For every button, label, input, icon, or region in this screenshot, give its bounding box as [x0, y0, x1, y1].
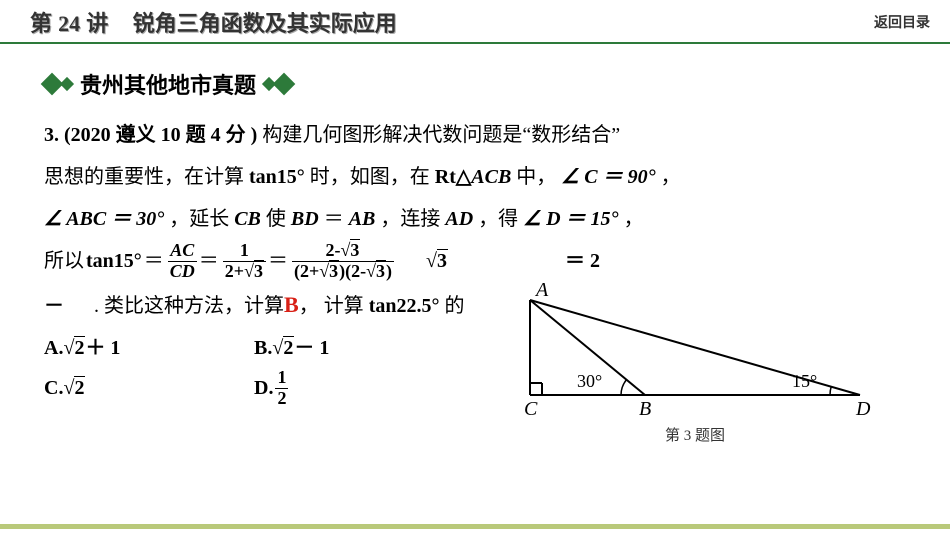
sqrt2: 2 — [272, 328, 294, 368]
svg-text:D: D — [855, 398, 871, 415]
lecture-title: 第 24 讲 锐角三角函数及其实际应用 — [30, 6, 397, 38]
frac-den: 2+3 — [223, 261, 266, 282]
acb: ACB — [471, 166, 511, 188]
ab: AB — [349, 208, 376, 230]
angle-c: ∠ C ＝ 90° — [561, 166, 655, 188]
lecture-suffix: 讲 — [86, 11, 108, 36]
frac-num: 1 — [238, 241, 251, 261]
text: 思想的重要性，在计算 — [44, 166, 244, 188]
question-line-3: ∠ ABC ＝ 30° ，延长 CB 使 BD ＝ AB ，连接 AD ，得 ∠… — [44, 198, 920, 240]
svg-text:B: B — [639, 398, 651, 415]
rt-triangle: Rt△ — [435, 166, 471, 188]
option-label: A. — [44, 328, 63, 368]
comma: ， — [624, 208, 644, 230]
text: 时，如图，在 — [310, 166, 430, 188]
text: 所以 — [44, 240, 84, 282]
text: 中， — [516, 166, 556, 188]
question-line-1: 3. (2020 遵义 10 题 4 分 ) 构建几何图形解决代数问题是“数形结… — [44, 114, 920, 156]
frac-den: CD — [168, 261, 197, 282]
fraction-half: 1 2 — [275, 368, 288, 409]
text: ，连接 — [380, 208, 440, 230]
eq: ＝ — [144, 240, 164, 282]
question-source: (2020 遵义 10 题 4 分 ) — [64, 124, 257, 146]
frac-num: AC — [168, 241, 196, 261]
ad: AD — [445, 208, 473, 230]
sqrt2: 2 — [63, 368, 85, 408]
frac-den: (2+3)(2-3) — [292, 261, 394, 282]
page-header: 第 24 讲 锐角三角函数及其实际应用 返回目录 — [0, 0, 950, 44]
option-label: D. — [254, 368, 273, 408]
svg-text:A: A — [534, 279, 549, 301]
fraction-2: 1 2+3 — [223, 241, 266, 282]
cb: CB — [234, 208, 261, 230]
frac-num: 2-3 — [324, 241, 363, 261]
text: 计算 — [324, 295, 364, 317]
footer-decoration — [0, 523, 950, 529]
diamond-icon — [60, 77, 74, 91]
figure-caption: 第 3 题图 — [510, 424, 880, 445]
frac-den: 2 — [275, 388, 288, 409]
lecture-topic: 锐角三角函数及其实际应用 — [133, 11, 397, 36]
section-title: 贵州其他地市真题 — [80, 68, 256, 100]
angle-d: ∠ D ＝ 15° — [523, 208, 618, 230]
eq: ＝ — [324, 208, 344, 230]
text: 构建几何图形解决代数问题是“数形结合” — [262, 124, 620, 146]
tan225: tan22.5° — [369, 295, 440, 317]
angle-abc: ∠ ABC ＝ 30° — [44, 208, 164, 230]
lecture-number: 24 — [58, 11, 80, 36]
text: 使 — [266, 208, 286, 230]
answer-options: A. 2 ＋ 1 B. 2 － 1 C. 2 D. 1 2 — [44, 328, 474, 409]
option-suffix: － 1 — [294, 328, 329, 368]
sqrt2: 2 — [63, 328, 85, 368]
option-label: C. — [44, 368, 63, 408]
option-a[interactable]: A. 2 ＋ 1 — [44, 328, 254, 368]
return-link[interactable]: 返回目录 — [874, 12, 930, 32]
text: 的 — [444, 295, 464, 317]
diamond-ornament-left — [44, 76, 72, 92]
option-d[interactable]: D. 1 2 — [254, 368, 464, 409]
diamond-ornament-right — [264, 76, 292, 92]
lecture-prefix: 第 — [30, 11, 52, 36]
text: ，延长 — [169, 208, 229, 230]
svg-text:30°: 30° — [577, 371, 602, 391]
svg-text:15°: 15° — [792, 371, 817, 391]
fraction-ac-cd: AC CD — [168, 241, 197, 282]
triangle-diagram: A C B D 30° 15° — [510, 275, 880, 415]
option-b[interactable]: B. 2 － 1 — [254, 328, 464, 368]
answer-mark: B — [284, 292, 299, 317]
tan15-eq: tan15° — [86, 240, 142, 282]
math-tan15: tan15° — [249, 166, 305, 188]
text: ，得 — [478, 208, 518, 230]
text: . 类比这种方法，计算 — [94, 295, 284, 317]
option-suffix: ＋ 1 — [85, 328, 120, 368]
option-label: B. — [254, 328, 272, 368]
comma: ， — [661, 166, 681, 188]
frac-num: 1 — [275, 368, 288, 388]
option-c[interactable]: C. 2 — [44, 368, 254, 409]
bd: BD — [291, 208, 319, 230]
svg-text:C: C — [524, 398, 538, 415]
fraction-3: 2-3 (2+3)(2-3) — [292, 241, 394, 282]
question-line-2: 思想的重要性，在计算 tan15° 时，如图，在 Rt△ACB 中， ∠ C ＝… — [44, 156, 920, 198]
sqrt3: 3 — [426, 240, 448, 282]
minus: － — [44, 295, 64, 317]
geometry-figure: A C B D 30° 15° 第 3 题图 — [510, 275, 880, 445]
eq: ＝ — [268, 240, 288, 282]
diamond-icon — [273, 73, 296, 96]
question-number: 3. — [44, 124, 59, 146]
eq: ＝ — [199, 240, 219, 282]
section-header: 贵州其他地市真题 — [0, 44, 950, 110]
